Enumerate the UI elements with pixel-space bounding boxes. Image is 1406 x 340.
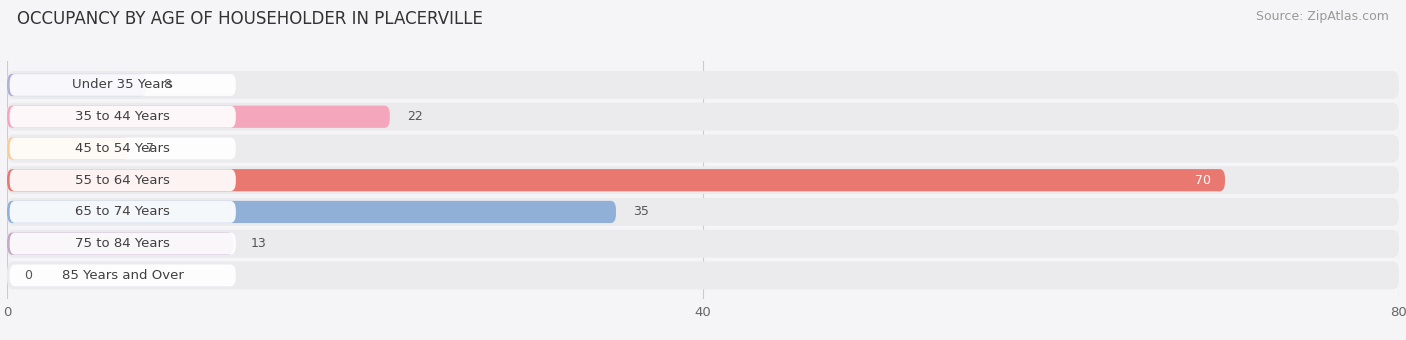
Text: 65 to 74 Years: 65 to 74 Years [76, 205, 170, 218]
Text: 85 Years and Over: 85 Years and Over [62, 269, 184, 282]
Text: OCCUPANCY BY AGE OF HOUSEHOLDER IN PLACERVILLE: OCCUPANCY BY AGE OF HOUSEHOLDER IN PLACE… [17, 10, 482, 28]
FancyBboxPatch shape [7, 106, 389, 128]
FancyBboxPatch shape [10, 201, 236, 223]
FancyBboxPatch shape [10, 169, 236, 191]
Text: Under 35 Years: Under 35 Years [72, 79, 173, 91]
FancyBboxPatch shape [7, 169, 1225, 191]
FancyBboxPatch shape [7, 201, 616, 223]
FancyBboxPatch shape [7, 198, 1399, 226]
FancyBboxPatch shape [7, 135, 1399, 163]
FancyBboxPatch shape [7, 74, 146, 96]
Text: 0: 0 [24, 269, 32, 282]
Text: 75 to 84 Years: 75 to 84 Years [76, 237, 170, 250]
FancyBboxPatch shape [7, 103, 1399, 131]
Text: 55 to 64 Years: 55 to 64 Years [76, 174, 170, 187]
Text: 70: 70 [1195, 174, 1211, 187]
Text: Source: ZipAtlas.com: Source: ZipAtlas.com [1256, 10, 1389, 23]
Text: 22: 22 [408, 110, 423, 123]
FancyBboxPatch shape [10, 265, 236, 286]
Text: 45 to 54 Years: 45 to 54 Years [76, 142, 170, 155]
Text: 35 to 44 Years: 35 to 44 Years [76, 110, 170, 123]
Text: 13: 13 [250, 237, 266, 250]
FancyBboxPatch shape [10, 106, 236, 128]
Text: 7: 7 [146, 142, 155, 155]
FancyBboxPatch shape [10, 138, 236, 159]
FancyBboxPatch shape [7, 71, 1399, 99]
Text: 8: 8 [163, 79, 172, 91]
FancyBboxPatch shape [7, 233, 233, 255]
FancyBboxPatch shape [10, 74, 236, 96]
FancyBboxPatch shape [7, 230, 1399, 258]
Text: 35: 35 [633, 205, 650, 218]
FancyBboxPatch shape [10, 233, 236, 255]
FancyBboxPatch shape [7, 166, 1399, 194]
FancyBboxPatch shape [7, 261, 1399, 289]
FancyBboxPatch shape [7, 137, 129, 159]
